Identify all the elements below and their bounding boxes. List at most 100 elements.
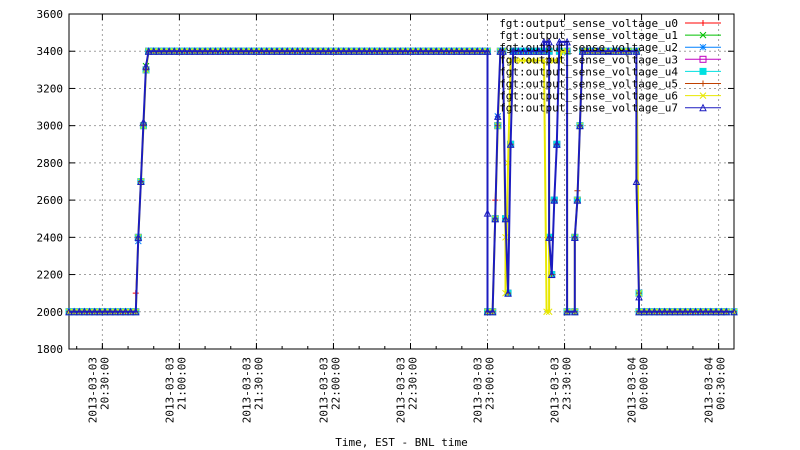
data-point [142, 61, 150, 70]
data-point [632, 177, 641, 185]
data-point [686, 307, 695, 316]
data-point [283, 47, 292, 55]
data-point [85, 307, 94, 316]
x-tick-label: 2013-03-03 21:30:00 [240, 357, 265, 423]
data-point [370, 47, 379, 55]
data-point [155, 47, 163, 55]
y-tick-label: 3200 [37, 82, 64, 95]
data-point [635, 292, 643, 301]
data-point [70, 307, 78, 316]
data-point [524, 47, 533, 55]
data-point [535, 47, 543, 55]
series-line [69, 40, 734, 313]
data-point [149, 47, 158, 55]
data-point [722, 307, 731, 316]
x-tick-label-date: 2013-03-04 [626, 357, 639, 424]
data-point [406, 47, 415, 55]
data-point [101, 307, 109, 316]
data-point [594, 47, 602, 55]
data-point [540, 47, 548, 55]
data-point [493, 112, 502, 120]
data-point [427, 47, 435, 55]
data-point [365, 47, 374, 55]
data-point [375, 47, 384, 55]
data-point [540, 57, 548, 64]
data-point [201, 47, 209, 55]
data-point [262, 47, 271, 55]
data-point [458, 47, 466, 55]
data-point [65, 307, 73, 316]
data-point [701, 307, 710, 316]
data-point [137, 177, 145, 185]
data-point [576, 121, 584, 130]
legend-label: fgt:output_sense_voltage_u5 [499, 78, 678, 91]
data-point [468, 47, 476, 55]
data-point [519, 47, 528, 55]
y-tick-label: 3600 [37, 8, 64, 21]
legend-label: fgt:output_sense_voltage_u7 [499, 102, 678, 115]
data-point [483, 307, 492, 316]
data-point [381, 47, 389, 55]
x-tick-label: 2013-03-04 00:30:00 [703, 357, 728, 424]
data-point [170, 47, 179, 55]
data-point [550, 195, 559, 204]
x-axis: 2013-03-03 20:30:00 2013-03-03 21:00:00 2013… [76, 14, 728, 424]
data-point [126, 307, 135, 316]
legend-label: fgt:output_sense_voltage_u4 [499, 65, 678, 78]
data-point [273, 47, 281, 55]
y-tick-label: 3400 [37, 45, 64, 58]
legend-item: fgt:output_sense_voltage_u2 [499, 41, 721, 54]
data-point [309, 47, 317, 55]
data-point [432, 47, 440, 55]
data-point [604, 47, 612, 55]
data-point [237, 47, 245, 55]
data-point [442, 47, 451, 55]
legend-item: fgt:output_sense_voltage_u1 [499, 29, 721, 42]
data-point [196, 47, 204, 55]
data-point [106, 307, 114, 316]
data-point [90, 307, 99, 316]
data-point [650, 307, 659, 316]
data-point [121, 307, 130, 316]
data-point [116, 307, 125, 316]
data-point [139, 117, 148, 126]
data-point [360, 47, 369, 55]
data-point [160, 47, 168, 55]
data-point [501, 214, 510, 223]
data-point [717, 307, 725, 316]
data-point [386, 47, 394, 55]
y-tick-label: 3000 [37, 120, 64, 133]
x-tick-label: 2013-03-03 22:30:00 [394, 357, 419, 423]
data-point [131, 307, 140, 316]
data-point [599, 47, 607, 55]
legend-item: fgt:output_sense_voltage_u3 [499, 53, 721, 66]
data-point [676, 307, 684, 316]
data-point [345, 47, 353, 55]
data-point [447, 47, 456, 55]
data-point [314, 47, 322, 55]
data-point [491, 214, 500, 223]
data-point [165, 47, 173, 55]
legend-label: fgt:output_sense_voltage_u0 [499, 17, 678, 30]
legend-item: fgt:output_sense_voltage_u7 [499, 102, 721, 115]
data-point [509, 47, 517, 55]
data-point [540, 37, 548, 46]
series-7 [65, 37, 738, 316]
x-tick-label-date: 2013-03-03 [163, 357, 176, 423]
data-point [624, 47, 633, 55]
x-tick-label-time: 00:30:00 [715, 357, 728, 410]
data-point [134, 233, 143, 241]
data-point [422, 47, 430, 55]
data-point [614, 47, 623, 55]
data-point [206, 47, 215, 55]
x-tick-label-date: 2013-03-04 [703, 357, 716, 424]
data-point [555, 37, 564, 46]
data-point [324, 47, 333, 55]
data-point [180, 47, 189, 55]
data-point [699, 67, 707, 75]
legend-item: fgt:output_sense_voltage_u0 [499, 17, 721, 30]
data-point [696, 307, 705, 316]
data-point [288, 47, 297, 55]
data-point [699, 92, 707, 99]
